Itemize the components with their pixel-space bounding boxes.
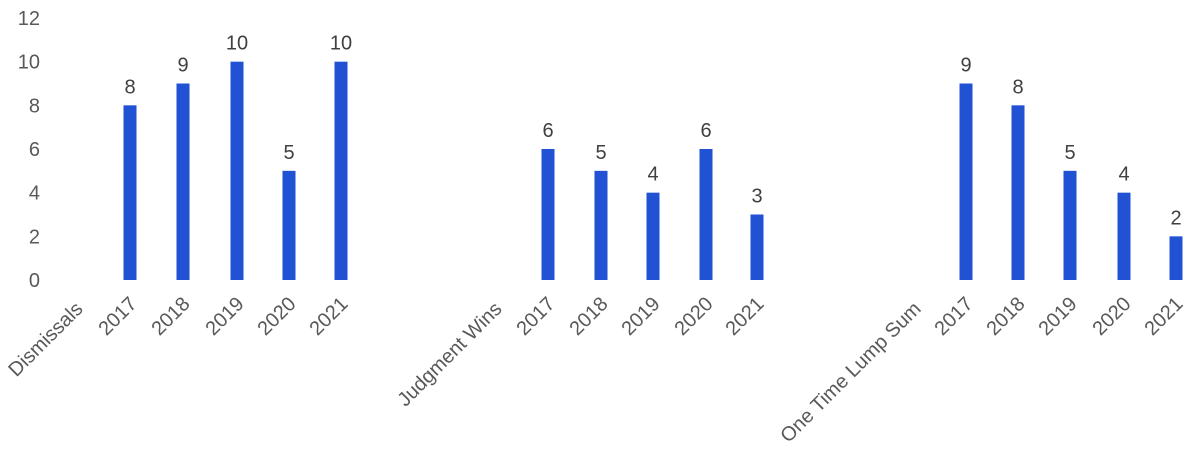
x-tick-label: 2017 xyxy=(513,293,560,340)
bar-group: Judgment Wins 6 2017 5 2018 4 2019 6 2020 3 2021 xyxy=(394,120,769,411)
x-tick-label: 2019 xyxy=(618,293,665,340)
data-label: 9 xyxy=(177,55,188,77)
data-label: 4 xyxy=(1118,164,1129,186)
x-tick-label: 2020 xyxy=(254,293,301,340)
y-axis: 0 2 4 6 8 10 12 xyxy=(18,8,40,292)
bar xyxy=(1169,236,1183,280)
data-label: 9 xyxy=(960,55,971,77)
group-label: Dismissals xyxy=(4,298,87,381)
data-label: 8 xyxy=(124,76,135,98)
x-tick-label: 2019 xyxy=(202,293,249,340)
bar xyxy=(646,192,660,280)
bar xyxy=(959,83,973,280)
x-tick-label: 2018 xyxy=(983,293,1030,340)
data-label: 5 xyxy=(283,142,294,164)
x-tick-label: 2020 xyxy=(671,293,718,340)
y-tick-label: 4 xyxy=(29,183,40,205)
data-label: 4 xyxy=(647,164,658,186)
data-label: 10 xyxy=(330,33,352,55)
bar xyxy=(750,214,764,280)
x-tick-label: 2021 xyxy=(306,293,353,340)
x-tick-label: 2017 xyxy=(931,293,978,340)
y-tick-label: 2 xyxy=(29,226,40,248)
x-tick-label: 2017 xyxy=(95,293,142,340)
x-tick-label: 2019 xyxy=(1035,293,1082,340)
data-label: 2 xyxy=(1170,207,1181,229)
y-tick-label: 10 xyxy=(18,52,40,74)
bar xyxy=(541,149,555,280)
bar xyxy=(1117,192,1131,280)
data-label: 6 xyxy=(542,120,553,142)
y-tick-label: 12 xyxy=(18,8,40,30)
x-tick-label: 2020 xyxy=(1089,293,1136,340)
group-label: One Time Lump Sum xyxy=(776,298,925,447)
x-tick-label: 2021 xyxy=(1141,293,1188,340)
bar xyxy=(176,83,190,280)
data-label: 5 xyxy=(1064,142,1075,164)
bar xyxy=(282,170,296,280)
data-label: 3 xyxy=(751,186,762,208)
x-tick-label: 2021 xyxy=(722,293,769,340)
bar xyxy=(699,149,713,280)
bar-group: One Time Lump Sum 9 2017 8 2018 5 2019 4 2020 2 20… xyxy=(776,55,1187,448)
y-tick-label: 0 xyxy=(29,270,40,292)
bar xyxy=(123,105,137,280)
bar xyxy=(1063,170,1077,280)
data-label: 5 xyxy=(595,142,606,164)
data-label: 6 xyxy=(700,120,711,142)
bar xyxy=(1011,105,1025,280)
y-tick-label: 8 xyxy=(29,95,40,117)
bar xyxy=(594,170,608,280)
bar-group: Dismissals 8 2017 9 2018 10 2019 5 2020 10 2021 xyxy=(4,33,352,381)
data-label: 8 xyxy=(1012,76,1023,98)
bar xyxy=(230,61,244,280)
bar xyxy=(334,61,348,280)
data-label: 10 xyxy=(226,33,248,55)
x-tick-label: 2018 xyxy=(148,293,195,340)
y-tick-label: 6 xyxy=(29,139,40,161)
x-tick-label: 2018 xyxy=(566,293,613,340)
group-label: Judgment Wins xyxy=(394,298,507,411)
